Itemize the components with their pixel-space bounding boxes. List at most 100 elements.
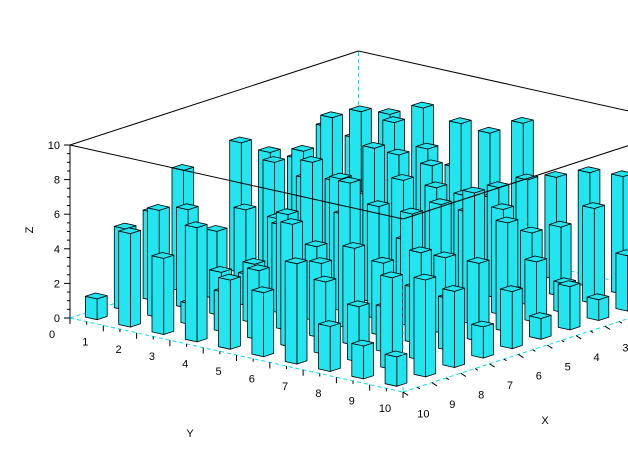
bar-face-top (151, 252, 175, 259)
bar-face-front (251, 289, 265, 358)
bar-face-front (284, 260, 298, 365)
bar-face-top (424, 181, 448, 189)
axis-ticks: 024681001234567891012345678910 (48, 140, 628, 420)
y-tick-label: 7 (282, 381, 288, 393)
bar-face-side (425, 276, 437, 378)
bar-face-side (598, 295, 610, 321)
bar-face-front (85, 295, 98, 321)
bar-face-side (296, 259, 308, 365)
x-tick (619, 321, 623, 324)
bar-face-side (229, 276, 241, 350)
bar-face-front (529, 315, 542, 340)
y-tick-label: 0 (49, 329, 55, 341)
z-tick-label: 10 (48, 140, 60, 152)
bar-face-top (529, 312, 552, 319)
bar-face-top (366, 200, 390, 208)
x-axis-label: X (541, 415, 549, 427)
bar-2-0 (615, 249, 628, 312)
bar-face-front (218, 277, 231, 350)
x-tick (474, 368, 478, 371)
bar-face-top (400, 207, 423, 215)
bar-face-top (262, 156, 286, 163)
bar-face-top (113, 222, 137, 230)
bar-face-front (557, 283, 571, 331)
bar-face-top (346, 300, 370, 308)
bar-face-front (471, 323, 484, 359)
bar-face-side (263, 288, 275, 358)
x-tick-label: 6 (536, 371, 542, 383)
bar-9-0 (413, 273, 437, 378)
bar-face-top (442, 285, 466, 292)
bar-face-top (557, 280, 581, 288)
bar-face-top (184, 221, 208, 229)
bar-face-top (415, 142, 439, 150)
box-edge-floor-front-right (402, 318, 628, 393)
bar-face-top (544, 171, 567, 178)
bar-face-top (477, 126, 501, 134)
bar-face-side (96, 295, 108, 321)
bar-face-top (615, 249, 628, 257)
x-tick (590, 330, 594, 333)
bar-face-top (515, 173, 539, 181)
bar-face-top (384, 350, 408, 358)
bar-8-0 (442, 285, 466, 368)
z-tick-label: 2 (54, 278, 60, 290)
bar-7-0 (471, 320, 494, 359)
bar-face-front (500, 288, 513, 350)
bar-face-front (384, 353, 398, 387)
z-tick-label: 8 (54, 175, 60, 187)
x-tick (532, 349, 536, 352)
x-tick (604, 325, 611, 330)
x-tick-label: 4 (593, 352, 599, 364)
bar-10-2 (318, 320, 341, 372)
bar-face-top (342, 242, 366, 249)
bar-face-top (409, 246, 432, 254)
bar-face-top (329, 172, 352, 180)
bar-10-0 (384, 350, 408, 387)
bar-face-top (349, 105, 372, 113)
bar-face-top (377, 108, 401, 115)
bar-face-side (129, 229, 141, 328)
bar-face-top (209, 266, 232, 273)
bar-4-1 (524, 255, 548, 323)
y-tick-label: 9 (349, 396, 355, 408)
z-tick-label: 6 (54, 209, 60, 221)
bar-face-top (118, 227, 141, 235)
bars (85, 101, 628, 387)
bar-face-top (448, 117, 472, 124)
bar-face-top (233, 203, 257, 211)
x-tick-label: 7 (507, 380, 513, 392)
y-tick-label: 5 (215, 366, 221, 378)
bar-face-top (420, 159, 443, 167)
z-axis-label: Z (24, 226, 36, 233)
bar-face-side (196, 223, 208, 343)
y-tick-label: 2 (116, 344, 122, 356)
bar-face-top (382, 116, 406, 123)
bar-face-side (363, 342, 375, 380)
bar-6-0 (500, 285, 523, 350)
bar-9-1 (380, 271, 403, 370)
x-tick (561, 339, 565, 343)
box-edge-top-front-left (69, 144, 404, 220)
bar-face-top (413, 273, 437, 281)
box-edge-top-back-left (69, 50, 359, 146)
bar-face-top (300, 156, 323, 163)
bar-face-top (242, 257, 266, 265)
x-tick-label: 10 (417, 408, 429, 420)
bar-face-front (318, 323, 331, 372)
x-tick (518, 353, 524, 359)
bar-face-top (511, 117, 534, 124)
bar-face-front (586, 296, 600, 321)
bar-face-top (175, 203, 199, 211)
bar-face-top (313, 275, 337, 283)
x-tick (431, 382, 438, 387)
bar-face-top (204, 225, 228, 232)
bar-face-front (184, 224, 198, 343)
y-tick-label: 4 (182, 359, 188, 371)
bar-10-1 (351, 339, 375, 380)
bar-face-top (291, 144, 315, 152)
bar-face-top (258, 146, 281, 153)
bar-face-top (251, 286, 275, 294)
x-tick (417, 386, 421, 390)
bar-face-top (218, 273, 241, 281)
